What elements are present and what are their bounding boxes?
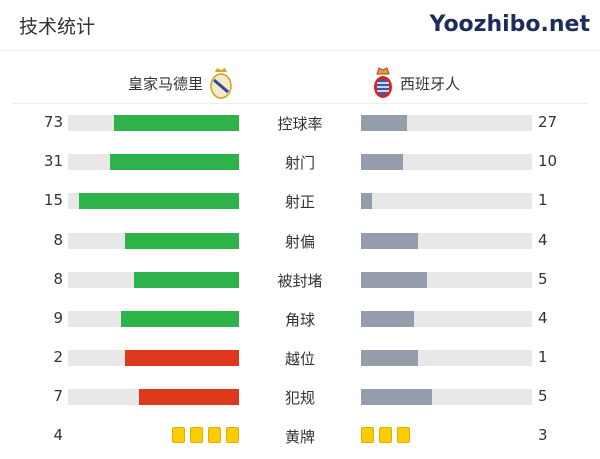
stat-row-yellow-cards: 4 黄牌 3 bbox=[0, 426, 600, 446]
home-bar-track bbox=[68, 232, 239, 249]
stat-row: 9 角球 4 bbox=[0, 309, 600, 329]
yellow-card-icon bbox=[361, 427, 374, 443]
stat-label: 控球率 bbox=[277, 115, 323, 133]
home-bar-track bbox=[68, 193, 239, 210]
home-bar-fill bbox=[78, 193, 239, 210]
stat-row: 2 越位 1 bbox=[0, 348, 600, 369]
yellow-card-icon bbox=[397, 427, 410, 443]
yellow-card-icon bbox=[172, 427, 185, 443]
home-bar-fill bbox=[133, 271, 239, 288]
stat-row: 8 射偏 4 bbox=[0, 230, 600, 251]
home-bar-fill bbox=[125, 232, 239, 249]
stat-row: 73 控球率 27 bbox=[0, 113, 600, 133]
away-value: 1 bbox=[538, 348, 548, 367]
stat-label: 射正 bbox=[284, 193, 315, 212]
home-bar-track bbox=[68, 271, 239, 288]
away-bar-track bbox=[361, 271, 532, 288]
stat-row: 8 被封堵 5 bbox=[0, 269, 600, 290]
espanyol-crest-icon bbox=[374, 67, 392, 98]
stat-row: 31 射门 10 bbox=[0, 152, 600, 173]
real-madrid-crest-icon bbox=[210, 68, 232, 99]
away-bar-track bbox=[361, 115, 532, 131]
home-value: 4 bbox=[53, 426, 63, 444]
stat-row: 15 射正 1 bbox=[0, 191, 600, 212]
home-value: 2 bbox=[53, 348, 63, 367]
away-bar-fill bbox=[361, 389, 433, 406]
yellow-card-icon bbox=[226, 427, 239, 443]
home-value: 9 bbox=[53, 309, 63, 327]
home-team: 皇家马德里 bbox=[128, 66, 233, 100]
away-bar-fill bbox=[361, 193, 372, 210]
away-yellow-cards bbox=[361, 427, 410, 443]
stat-label: 射门 bbox=[284, 154, 315, 173]
home-value: 8 bbox=[53, 269, 63, 288]
yellow-card-icon bbox=[190, 427, 203, 443]
away-value: 5 bbox=[538, 387, 548, 406]
home-value: 7 bbox=[53, 387, 63, 406]
home-bar-track bbox=[68, 154, 239, 171]
away-value: 3 bbox=[538, 426, 548, 444]
home-bar-track bbox=[68, 350, 239, 367]
away-bar-fill bbox=[361, 350, 418, 367]
away-team-name: 西班牙人 bbox=[400, 74, 461, 93]
away-value: 4 bbox=[538, 230, 548, 249]
yellow-card-icon bbox=[379, 427, 392, 443]
home-team-name: 皇家马德里 bbox=[128, 74, 204, 93]
away-value: 1 bbox=[538, 191, 548, 210]
away-bar-track bbox=[361, 350, 532, 367]
home-bar-fill bbox=[139, 389, 239, 406]
home-bar-fill bbox=[125, 350, 239, 367]
away-team: 西班牙人 bbox=[372, 66, 460, 100]
away-bar-track bbox=[361, 193, 532, 210]
stat-label: 犯规 bbox=[284, 389, 315, 408]
away-value: 5 bbox=[538, 269, 548, 288]
home-value: 31 bbox=[43, 152, 63, 171]
home-bar-track bbox=[68, 115, 239, 131]
home-value: 73 bbox=[43, 113, 63, 131]
away-bar-fill bbox=[361, 232, 418, 249]
home-bar-fill bbox=[120, 311, 239, 327]
stat-label: 被封堵 bbox=[277, 271, 323, 290]
away-bar-fill bbox=[361, 115, 408, 131]
page-title: 技术统计 bbox=[19, 16, 96, 38]
stat-label: 射偏 bbox=[284, 232, 315, 251]
away-bar-fill bbox=[361, 271, 427, 288]
yellow-card-icon bbox=[208, 427, 221, 443]
stat-label: 黄牌 bbox=[284, 428, 315, 446]
home-bar-track bbox=[68, 311, 239, 327]
stat-row: 7 犯规 5 bbox=[0, 387, 600, 408]
divider bbox=[0, 50, 600, 51]
home-bar-fill bbox=[109, 154, 239, 171]
away-value: 4 bbox=[538, 309, 548, 327]
stat-label: 越位 bbox=[284, 350, 315, 369]
divider bbox=[12, 103, 588, 104]
away-bar-track bbox=[361, 389, 532, 406]
away-value: 10 bbox=[538, 152, 558, 171]
stat-label: 角球 bbox=[284, 311, 315, 329]
away-bar-track bbox=[361, 232, 532, 249]
home-bar-track bbox=[68, 389, 239, 406]
away-bar-track bbox=[361, 154, 532, 171]
away-bar-fill bbox=[361, 154, 403, 171]
watermark: Yoozhibo.net bbox=[429, 12, 590, 37]
home-value: 15 bbox=[43, 191, 63, 210]
home-bar-fill bbox=[114, 115, 239, 131]
home-yellow-cards bbox=[172, 427, 239, 443]
away-bar-fill bbox=[361, 311, 414, 327]
home-value: 8 bbox=[53, 230, 63, 249]
away-value: 27 bbox=[538, 113, 558, 131]
away-bar-track bbox=[361, 311, 532, 327]
